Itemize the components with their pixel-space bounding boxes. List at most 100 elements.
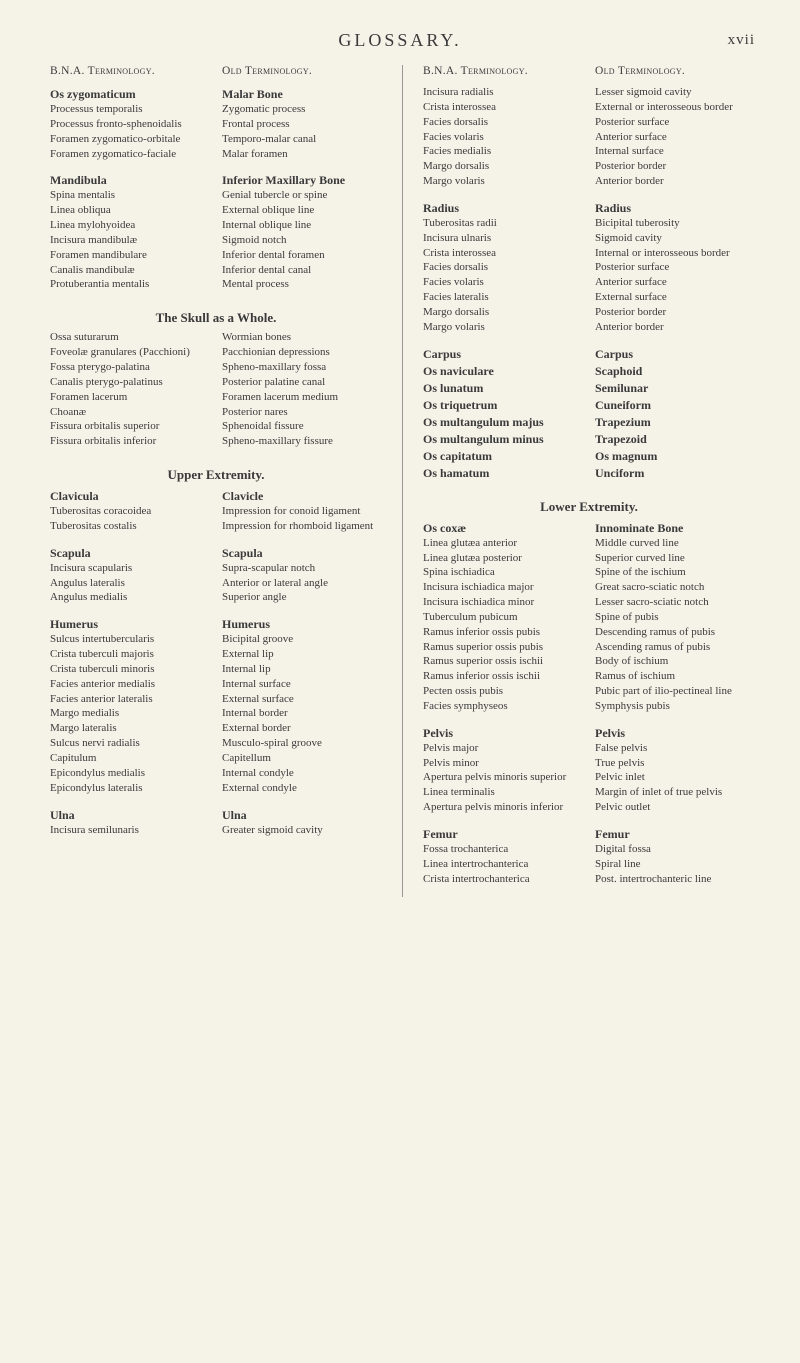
bna-term: Linea terminalis xyxy=(423,785,583,800)
old-term: Greater sigmoid cavity xyxy=(222,823,382,838)
bna-subcol: CarpusOs naviculareOs lunatumOs triquetr… xyxy=(423,345,583,481)
bna-term: Facies dorsalis xyxy=(423,115,583,130)
old-term: Anterior border xyxy=(595,174,755,189)
old-term: Spheno-maxillary fissure xyxy=(222,434,382,449)
bna-subcol: Ossa suturarumFoveolæ granulares (Pacchi… xyxy=(50,330,210,449)
bna-term: Ramus inferior ossis ischii xyxy=(423,669,583,684)
bna-term: Fossa pterygo-palatina xyxy=(50,360,210,375)
term-block: ClaviculaTuberositas coracoideaTuberosit… xyxy=(50,487,382,534)
old-entry-head: Humerus xyxy=(222,617,382,632)
old-term: Bicipital groove xyxy=(222,632,382,647)
bna-term: Foramen zygomatico-faciale xyxy=(50,147,210,162)
content-columns: B.N.A. Terminology.Old Terminology.Os zy… xyxy=(50,65,755,897)
old-subcol: CarpusScaphoidSemilunarCuneiformTrapeziu… xyxy=(595,345,755,481)
bna-entry-head: Radius xyxy=(423,201,583,216)
old-term: Internal surface xyxy=(595,144,755,159)
bna-term: Foramen zygomatico-orbitale xyxy=(50,132,210,147)
bna-term: Angulus medialis xyxy=(50,590,210,605)
old-term: External oblique line xyxy=(222,203,382,218)
bna-entry-head: Humerus xyxy=(50,617,210,632)
bna-term: Epicondylus medialis xyxy=(50,766,210,781)
old-subcol: PelvisFalse pelvisTrue pelvisPelvic inle… xyxy=(595,724,755,815)
bna-term: Facies lateralis xyxy=(423,290,583,305)
bna-entry-head: Pelvis xyxy=(423,726,583,741)
old-entry-head: Radius xyxy=(595,201,755,216)
old-entry-head: Clavicle xyxy=(222,489,382,504)
old-term: Symphysis pubis xyxy=(595,699,755,714)
right-column: B.N.A. Terminology.Old Terminology. Incis… xyxy=(423,65,755,897)
old-term: Superior angle xyxy=(222,590,382,605)
bna-term: Crista tuberculi minoris xyxy=(50,662,210,677)
old-term: Posterior nares xyxy=(222,405,382,420)
bna-term: Facies anterior medialis xyxy=(50,677,210,692)
bna-term: Facies volaris xyxy=(423,130,583,145)
bna-term: Sulcus intertubercularis xyxy=(50,632,210,647)
bna-term: Margo lateralis xyxy=(50,721,210,736)
term-block: Incisura radialisCrista interosseaFacies… xyxy=(423,85,755,189)
old-term: Body of ischium xyxy=(595,654,755,669)
bna-term: Os naviculare xyxy=(423,364,583,379)
column-divider xyxy=(402,65,403,897)
old-subcol: ScapulaSupra-scapular notchAnterior or l… xyxy=(222,544,382,606)
bna-term: Processus fronto-sphenoidalis xyxy=(50,117,210,132)
old-term: Supra-scapular notch xyxy=(222,561,382,576)
page-number: xvii xyxy=(728,32,755,49)
old-subcol: Innominate BoneMiddle curved lineSuperio… xyxy=(595,519,755,714)
old-term: Middle curved line xyxy=(595,536,755,551)
old-entry-head: Scapula xyxy=(222,546,382,561)
bna-term: Margo volaris xyxy=(423,174,583,189)
terminology-header-row: B.N.A. Terminology.Old Terminology. xyxy=(423,65,755,81)
bna-subcol: HumerusSulcus intertubercularis Crista tu… xyxy=(50,615,210,795)
old-term: Posterior surface xyxy=(595,115,755,130)
old-term: Post. intertrochanteric line xyxy=(595,872,755,887)
old-term: Temporo-malar canal xyxy=(222,132,382,147)
bna-entry-head: Mandibula xyxy=(50,173,210,188)
term-block: PelvisPelvis majorPelvis minorApertura p… xyxy=(423,724,755,815)
bna-entry-head: Clavicula xyxy=(50,489,210,504)
old-term: Posterior border xyxy=(595,305,755,320)
old-term: Internal or interosseous border xyxy=(595,246,755,261)
old-term: Spine of pubis xyxy=(595,610,755,625)
bna-term: Margo dorsalis xyxy=(423,305,583,320)
old-entry-head: Ulna xyxy=(222,808,382,823)
old-term: Genial tubercle or spine xyxy=(222,188,382,203)
bna-subcol: MandibulaSpina mentalisLinea obliquaLine… xyxy=(50,171,210,292)
old-term: Lesser sigmoid cavity xyxy=(595,85,755,100)
bna-term: Foramen mandibulare xyxy=(50,248,210,263)
bna-header: B.N.A. Terminology. xyxy=(423,65,583,77)
bna-term: Canalis pterygo-palatinus xyxy=(50,375,210,390)
old-term: Trapezium xyxy=(595,415,755,430)
bna-term: Tuberositas radii xyxy=(423,216,583,231)
bna-term: Protuberantia mentalis xyxy=(50,277,210,292)
bna-term: Os capitatum xyxy=(423,449,583,464)
bna-term: Os multangulum majus xyxy=(423,415,583,430)
old-term: Lesser sacro-sciatic notch xyxy=(595,595,755,610)
bna-subcol: UlnaIncisura semilunaris xyxy=(50,806,210,838)
bna-term: Pelvis minor xyxy=(423,756,583,771)
old-term: External condyle xyxy=(222,781,382,796)
old-term: Sigmoid notch xyxy=(222,233,382,248)
bna-term: Incisura ulnaris xyxy=(423,231,583,246)
bna-term: Foveolæ granulares (Pacchioni) xyxy=(50,345,210,360)
section-title: The Skull as a Whole. xyxy=(50,310,382,326)
left-column: B.N.A. Terminology.Old Terminology.Os zy… xyxy=(50,65,382,897)
bna-term: Margo medialis xyxy=(50,706,210,721)
old-term: False pelvis xyxy=(595,741,755,756)
old-term: Pelvic outlet xyxy=(595,800,755,815)
bna-header: B.N.A. Terminology. xyxy=(50,65,210,77)
old-entry-head: Inferior Maxillary Bone xyxy=(222,173,382,188)
bna-term: Incisura radialis xyxy=(423,85,583,100)
old-term: Impression for rhomboid ligament xyxy=(222,519,382,534)
bna-term: Os triquetrum xyxy=(423,398,583,413)
old-subcol: Malar BoneZygomatic processFrontal proce… xyxy=(222,85,382,161)
old-term: Impression for conoid ligament xyxy=(222,504,382,519)
bna-term: Spina mentalis xyxy=(50,188,210,203)
old-term: Inferior dental foramen xyxy=(222,248,382,263)
bna-term: Linea mylohyoidea xyxy=(50,218,210,233)
bna-subcol: ClaviculaTuberositas coracoideaTuberosit… xyxy=(50,487,210,534)
bna-entry-head: Ulna xyxy=(50,808,210,823)
old-term: Os magnum xyxy=(595,449,755,464)
term-block: UlnaIncisura semilunarisUlnaGreater sigm… xyxy=(50,806,382,838)
term-block: Ossa suturarumFoveolæ granulares (Pacchi… xyxy=(50,330,382,449)
old-term: Internal lip xyxy=(222,662,382,677)
